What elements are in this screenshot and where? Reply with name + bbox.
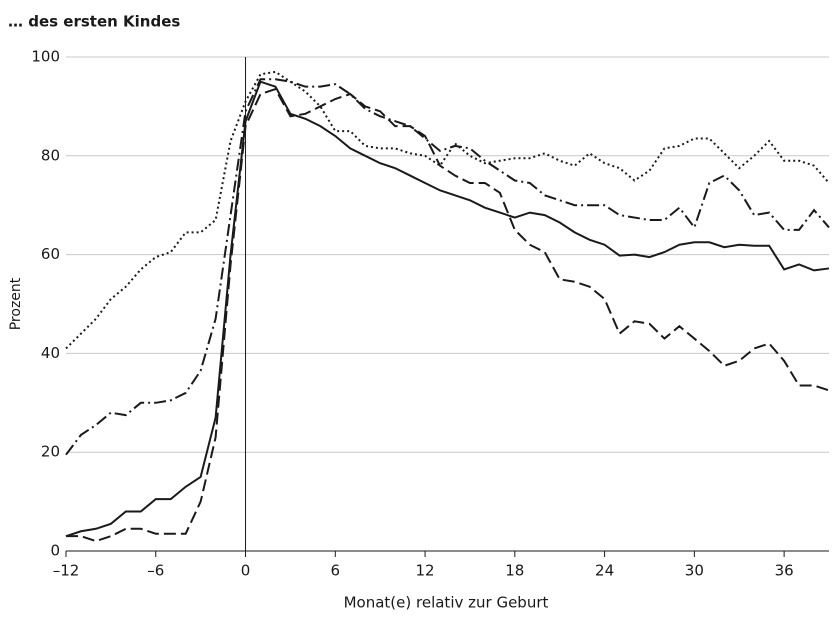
x-tick-label: 12 <box>416 562 435 580</box>
x-tick-label: –6 <box>147 562 164 580</box>
x-tick-label: 6 <box>331 562 341 580</box>
series-line <box>65 80 830 538</box>
y-tick-label: 40 <box>41 344 60 362</box>
x-tick-label: 30 <box>685 562 704 580</box>
y-tick-label: 20 <box>41 443 60 461</box>
y-tick-label: 0 <box>50 542 60 560</box>
series-line <box>65 78 830 456</box>
series-line <box>66 87 830 543</box>
y-axis-label: Prozent <box>8 277 24 330</box>
y-tick-label: 100 <box>31 48 60 66</box>
x-tick-label: 0 <box>241 562 251 580</box>
x-tick-label: 18 <box>505 562 524 580</box>
chart-title: … des ersten Kindes <box>8 13 180 31</box>
y-tick-label: 80 <box>41 146 60 164</box>
x-tick-label: 36 <box>775 562 794 580</box>
series-line <box>65 70 830 350</box>
x-tick-label: 24 <box>595 562 614 580</box>
x-axis-label: Monat(e) relativ zur Geburt <box>344 594 549 612</box>
y-tick-label: 60 <box>41 245 60 263</box>
x-tick-label: –12 <box>53 562 80 580</box>
